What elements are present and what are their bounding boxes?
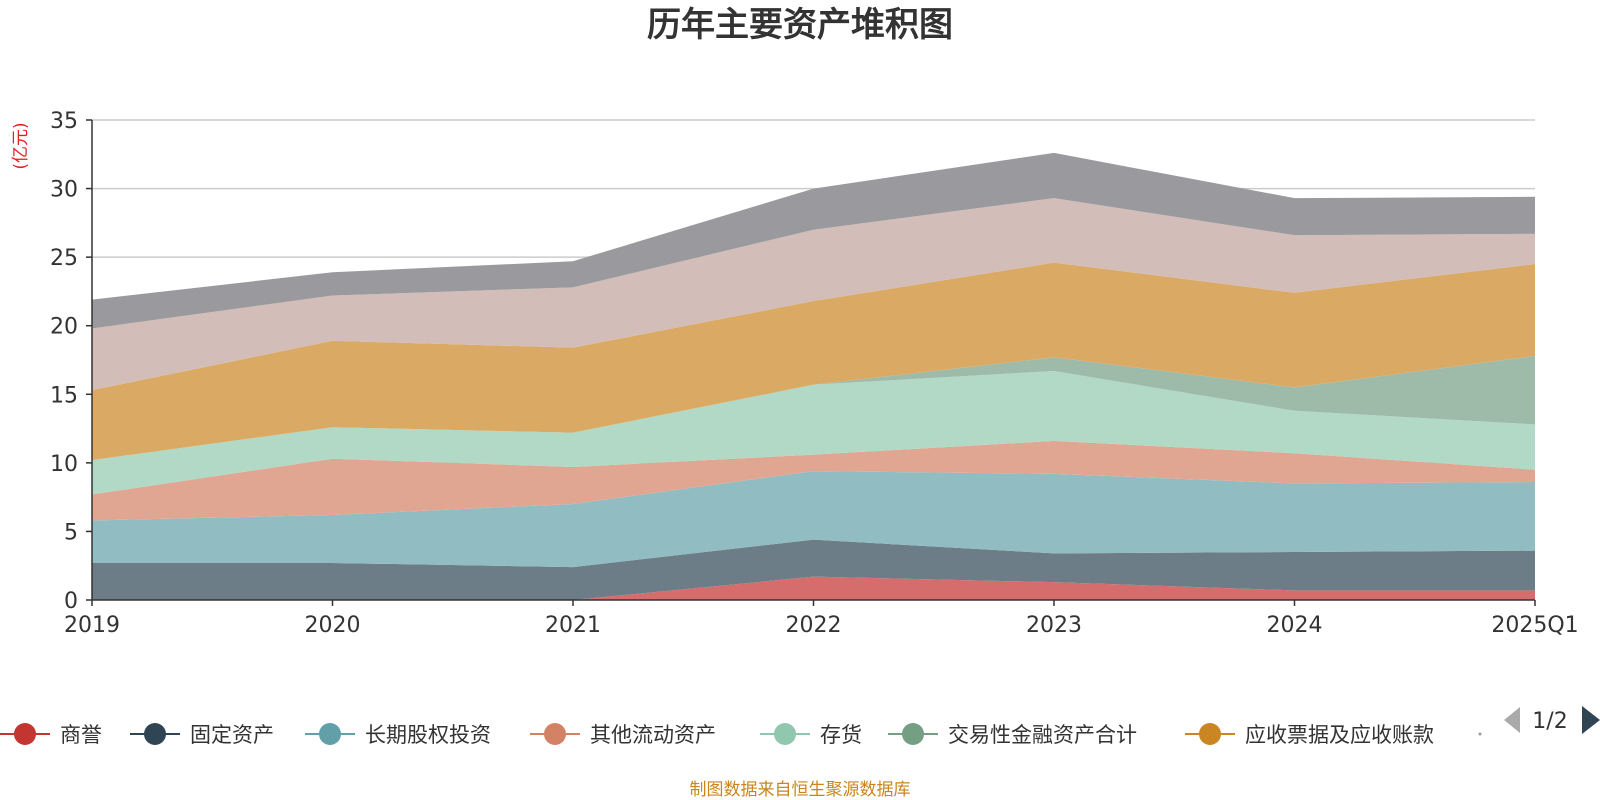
area-series-2 [92, 471, 1535, 568]
y-tick-label: 35 [50, 109, 78, 134]
legend-circle-icon [774, 723, 796, 745]
legend-item[interactable]: 其他流动资产 [530, 723, 716, 747]
legend-next-page-icon[interactable] [1582, 706, 1600, 734]
area-series-6 [92, 262, 1535, 461]
legend-circle-icon [902, 723, 924, 745]
legend-item[interactable]: 存货 [760, 723, 862, 747]
legend-overflow-dot [1478, 732, 1482, 736]
area-series-5 [92, 355, 1535, 461]
legend-label: 其他流动资产 [590, 723, 716, 747]
x-tick-label: 2022 [786, 613, 842, 638]
axes: 0 5 10 15 20 25 30 35 2019 2020 2021 2022 2023 2024 20… [50, 109, 1579, 638]
legend-item[interactable]: 应收票据及应收账款 [1185, 723, 1434, 747]
legend-label: 商誉 [60, 723, 102, 747]
legend-circle-icon [544, 723, 566, 745]
y-axis-unit-label: (亿元) [11, 122, 31, 169]
legend-label: 固定资产 [190, 723, 274, 747]
area-series-8 [92, 152, 1535, 329]
legend-item[interactable]: 商誉 [0, 723, 102, 747]
y-tick-label: 10 [50, 452, 78, 477]
legend-label: 应收票据及应收账款 [1245, 723, 1434, 747]
legend-prev-page-icon[interactable] [1504, 707, 1520, 733]
x-tick-label: 2019 [64, 613, 120, 638]
legend-item[interactable]: 交易性金融资产合计 [888, 723, 1137, 747]
legend-circle-icon [14, 723, 36, 745]
y-tick-label: 0 [64, 589, 78, 614]
x-tick-label: 2024 [1267, 613, 1323, 638]
x-tick-label: 2020 [305, 613, 361, 638]
area-series-0 [92, 576, 1535, 600]
legend-item[interactable]: 固定资产 [130, 723, 274, 747]
area-series [92, 152, 1535, 600]
legend-label: 存货 [820, 723, 862, 747]
x-tick-label: 2023 [1026, 613, 1082, 638]
data-source-footer: 制图数据来自恒生聚源数据库 [690, 780, 911, 800]
x-tick-label: 2025Q1 [1491, 613, 1578, 638]
x-tick-label: 2021 [545, 613, 601, 638]
legend-pager: 1/2 [1504, 706, 1600, 734]
chart-title: 历年主要资产堆积图 [647, 5, 953, 45]
y-tick-label: 25 [50, 246, 78, 271]
y-tick-label: 20 [50, 315, 78, 340]
legend-label: 长期股权投资 [365, 723, 491, 747]
legend-label: 交易性金融资产合计 [948, 723, 1137, 747]
y-tick-label: 15 [50, 383, 78, 408]
legend-circle-icon [319, 723, 341, 745]
legend[interactable]: 商誉 固定资产 长期股权投资 其他流动资产 存货 交易性金融资产合计 应收票据及应收账款 [0, 723, 1482, 747]
y-tick-label: 30 [50, 178, 78, 203]
area-series-3 [92, 440, 1535, 521]
legend-page-indicator: 1/2 [1532, 709, 1567, 734]
legend-circle-icon [144, 723, 166, 745]
legend-circle-icon [1199, 723, 1221, 745]
legend-item[interactable]: 长期股权投资 [305, 723, 491, 747]
y-tick-label: 5 [64, 520, 78, 545]
area-series-4 [92, 370, 1535, 495]
area-series-1 [92, 539, 1535, 600]
area-series-7 [92, 198, 1535, 391]
